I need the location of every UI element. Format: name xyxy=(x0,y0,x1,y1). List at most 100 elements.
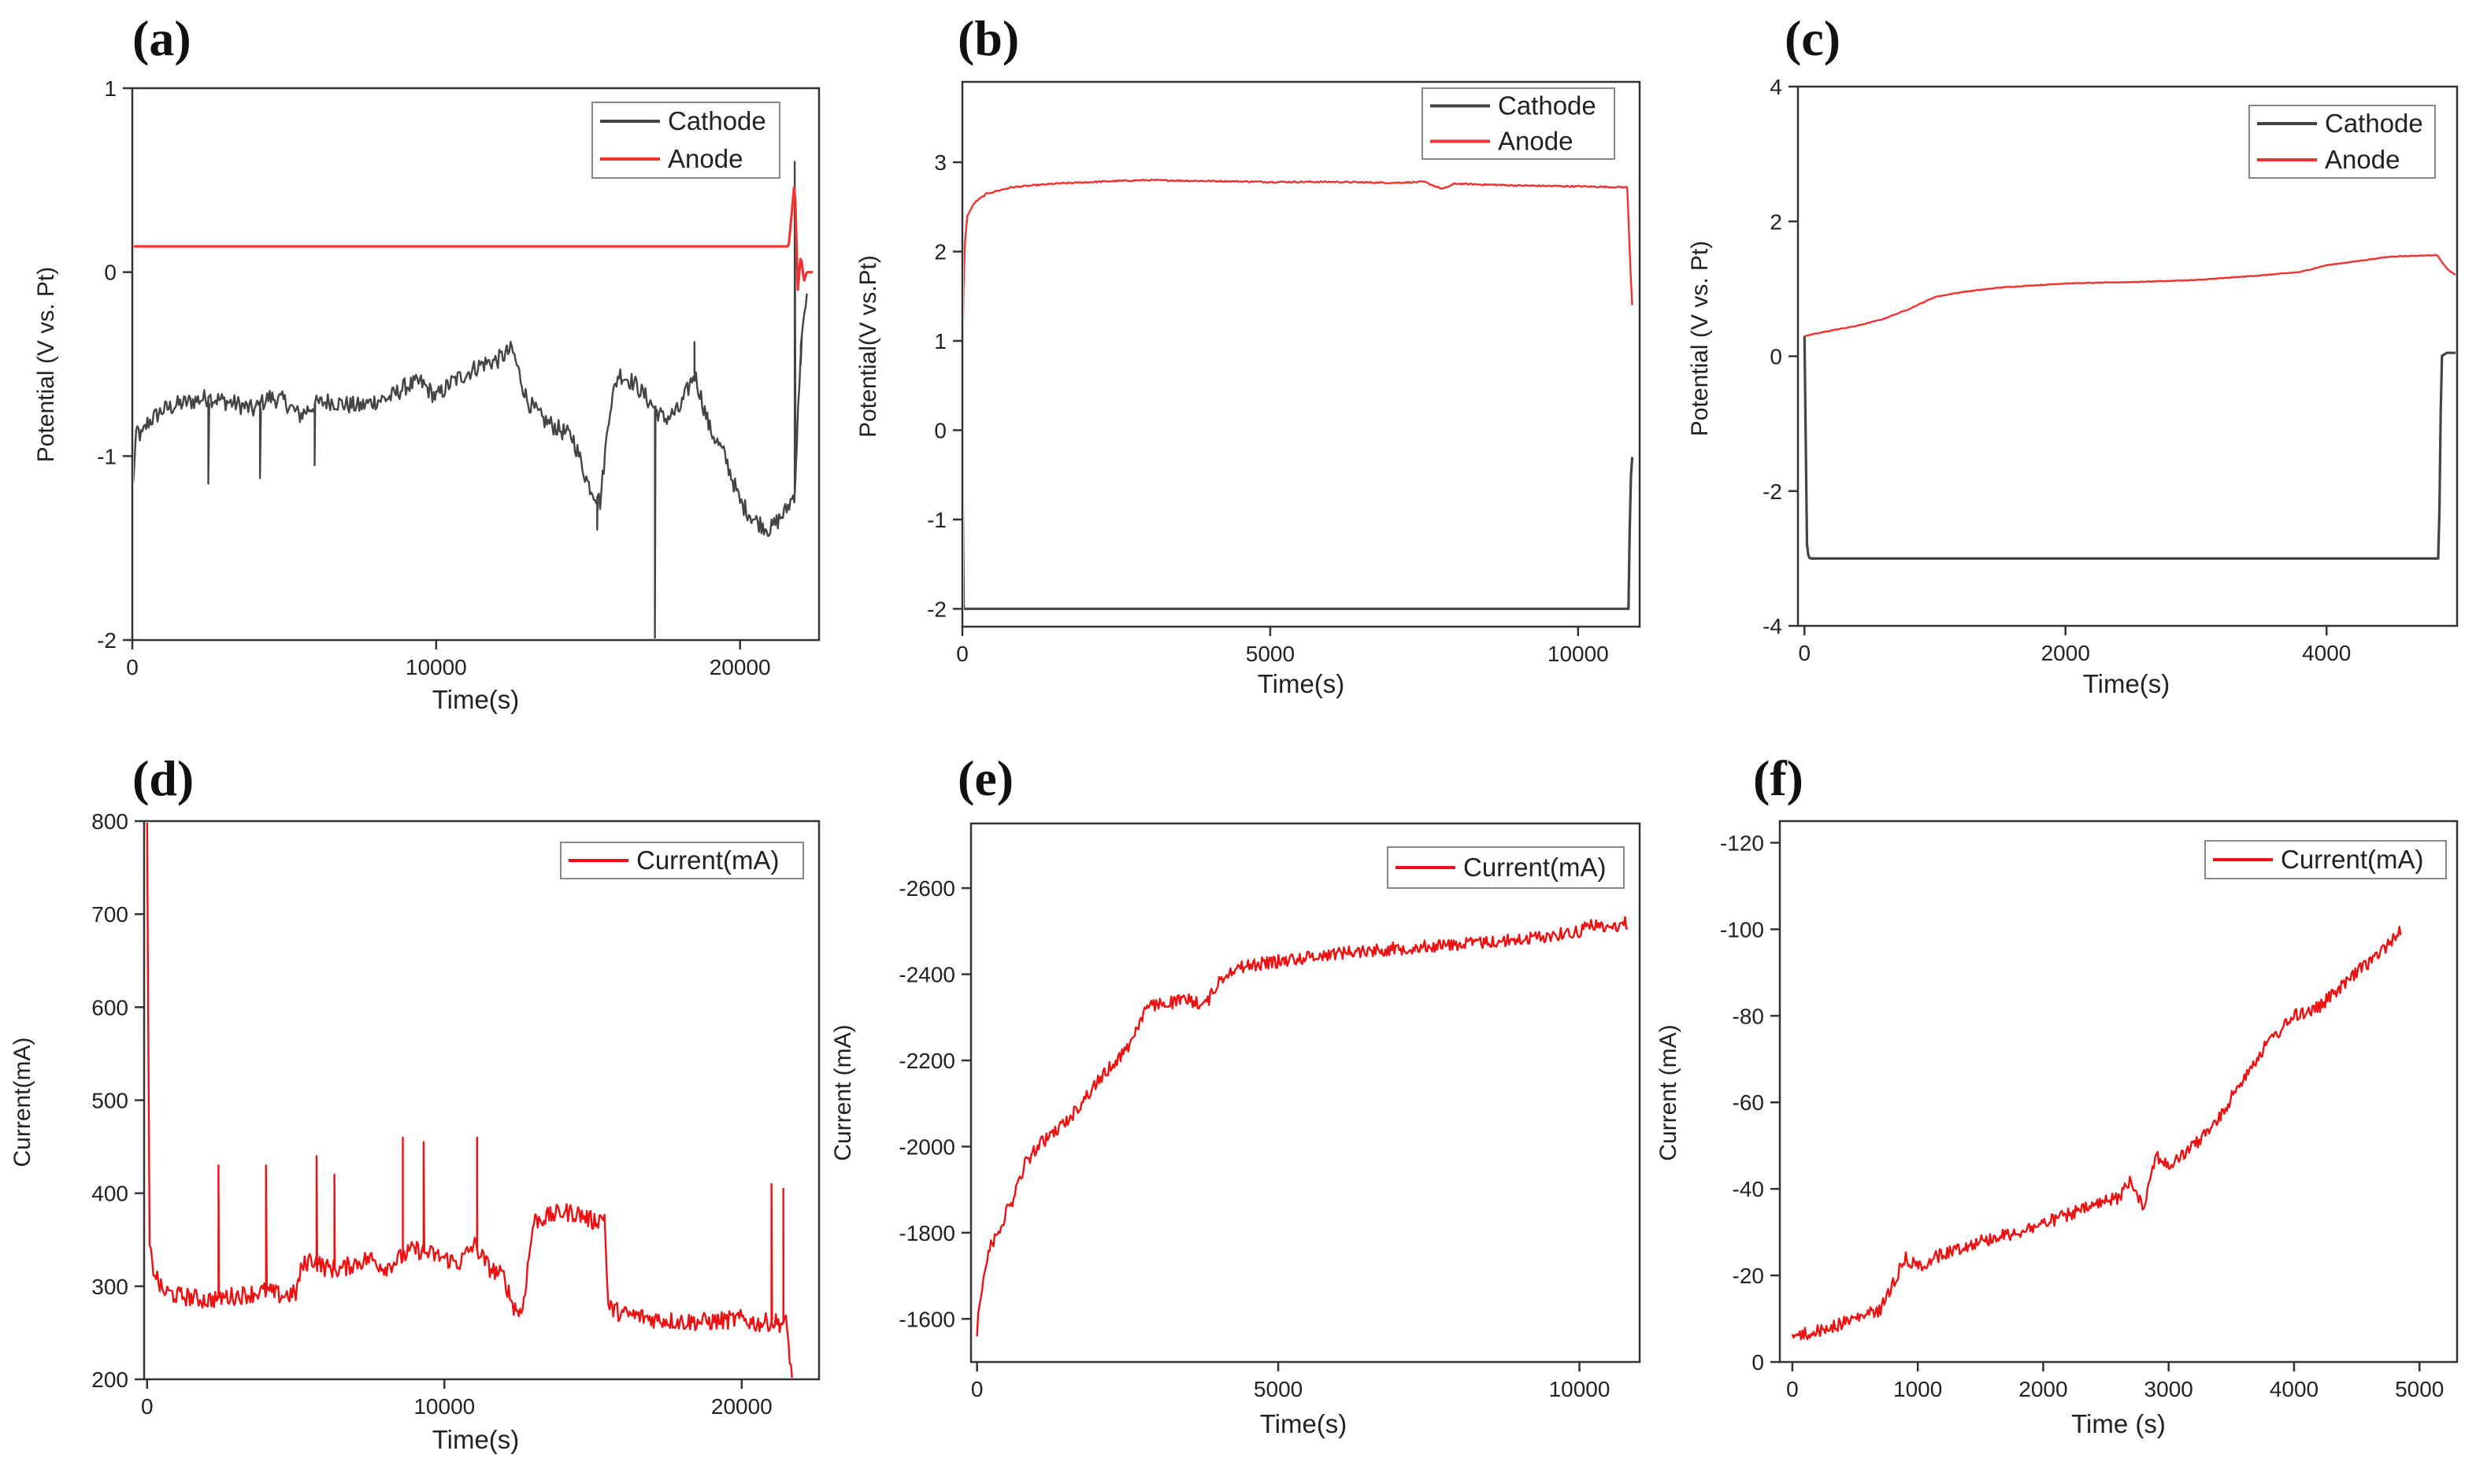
y-tick-label: -20 xyxy=(1733,1264,1764,1288)
panel-b: 0 5000 10000 -2 -1 0 1 2 3 Cathode Anode Time(s) Pot… xyxy=(855,10,1641,698)
y-tick-label: 0 xyxy=(1751,1350,1764,1375)
plot-frame xyxy=(131,87,821,642)
y-tick-label: 200 xyxy=(91,1367,128,1392)
legend-label: Current(mA) xyxy=(2281,845,2424,874)
y-tick-label: -4 xyxy=(1762,614,1782,638)
x-tick-label: 4000 xyxy=(2270,1377,2318,1401)
y-tick-label: -2400 xyxy=(899,963,955,987)
x-tick-label: 10000 xyxy=(406,655,467,679)
y-tick-label: 2 xyxy=(934,240,947,265)
plot-frame xyxy=(1778,820,2459,1364)
panel-f: 0 1000 2000 3000 4000 5000 0 -20 -40 -60 -80 -100 -1… xyxy=(1655,750,2459,1438)
panel-e: 0 5000 10000 -1600 -1800 -2000 -2200 -2400 -2600… xyxy=(830,750,1641,1438)
x-tick-label: 4000 xyxy=(2302,641,2351,665)
y-tick-label: 0 xyxy=(104,261,117,285)
y-tick-label: 0 xyxy=(1770,345,1782,369)
y-tick-label: -120 xyxy=(1720,831,1764,855)
x-tick-label: 20000 xyxy=(710,655,771,679)
series-line-anode xyxy=(1804,254,2456,338)
series-line-anode xyxy=(134,186,814,291)
series-line-cathode xyxy=(964,457,1634,610)
y-axis-title: Current(mA) xyxy=(9,1037,35,1167)
y-tick-label: 3 xyxy=(934,150,947,175)
x-axis-title: Time (s) xyxy=(2071,1409,2166,1438)
y-tick-label: -1600 xyxy=(899,1307,955,1331)
x-tick-label: 5000 xyxy=(1246,642,1295,666)
x-tick-label: 10000 xyxy=(1548,642,1609,666)
legend-label: Current(mA) xyxy=(1463,853,1607,882)
x-tick-label: 3000 xyxy=(2144,1377,2193,1401)
x-tick-label: 0 xyxy=(126,655,139,679)
y-tick-label: -80 xyxy=(1733,1004,1764,1028)
y-axis-title: Potential (V vs. Pt) xyxy=(1687,241,1713,436)
y-tick-label: 400 xyxy=(91,1182,128,1206)
legend-label: Anode xyxy=(668,144,743,173)
y-tick-label: -2000 xyxy=(899,1134,955,1159)
panel-c: 0 2000 4000 -4 -2 0 2 4 Cathode Anode Time(s) Poten… xyxy=(1687,10,2459,698)
panel-d: 0 10000 20000 200 300 400 500 600 700 800 Current(… xyxy=(9,750,821,1454)
panel-label: (d) xyxy=(132,750,194,806)
legend-box xyxy=(2248,105,2436,179)
series-line-anode xyxy=(964,178,1633,328)
y-tick-label: -2 xyxy=(97,628,117,653)
y-tick-label: -1800 xyxy=(899,1221,955,1245)
series-line-currentma xyxy=(1791,925,2402,1341)
panel-label: (c) xyxy=(1785,10,1840,66)
panel-label: (f) xyxy=(1753,750,1803,806)
y-axis-title: Potential(V vs.Pt) xyxy=(855,255,881,438)
x-tick-label: 10000 xyxy=(413,1394,475,1419)
series-line-currentma xyxy=(146,823,793,1378)
y-tick-label: 1 xyxy=(104,76,117,101)
x-axis-title: Time(s) xyxy=(432,685,520,714)
x-axis-title: Time(s) xyxy=(1260,1409,1347,1438)
y-tick-label: -100 xyxy=(1720,917,1764,942)
series-line-currentma xyxy=(976,916,1629,1337)
y-tick-label: -2600 xyxy=(899,876,955,901)
y-tick-label: 700 xyxy=(91,902,128,927)
panel-label: (a) xyxy=(132,10,191,66)
y-tick-label: 300 xyxy=(91,1275,128,1299)
legend-label: Anode xyxy=(1498,127,1573,156)
y-tick-label: -40 xyxy=(1733,1177,1764,1201)
y-axis-title: Potential (V vs. Pt) xyxy=(33,267,59,462)
legend-label: Cathode xyxy=(1498,91,1596,120)
x-tick-label: 5000 xyxy=(2395,1377,2444,1401)
x-tick-label: 2000 xyxy=(2018,1377,2067,1401)
x-tick-label: 2000 xyxy=(2041,641,2090,665)
x-axis-title: Time(s) xyxy=(1258,669,1345,698)
x-tick-label: 0 xyxy=(1786,1377,1799,1401)
plot-frame xyxy=(961,80,1641,628)
legend-box xyxy=(1421,87,1615,160)
panel-label: (e) xyxy=(958,750,1014,806)
y-tick-label: 500 xyxy=(91,1089,128,1113)
y-tick-label: 4 xyxy=(1770,75,1782,99)
legend-label: Anode xyxy=(2325,145,2400,174)
y-tick-label: 0 xyxy=(934,418,947,442)
plot-frame xyxy=(969,822,1641,1364)
x-tick-label: 0 xyxy=(1798,641,1811,665)
y-tick-label: -1 xyxy=(97,444,117,468)
y-tick-label: 1 xyxy=(934,329,947,353)
y-tick-label: -2 xyxy=(1762,479,1782,504)
legend-label: Cathode xyxy=(668,106,766,135)
x-tick-label: 1000 xyxy=(1893,1377,1942,1401)
panel-label: (b) xyxy=(958,10,1019,66)
y-tick-label: 800 xyxy=(91,809,128,834)
x-tick-label: 10000 xyxy=(1549,1377,1611,1401)
legend-label: Cathode xyxy=(2325,109,2423,138)
y-tick-label: 600 xyxy=(91,995,128,1020)
x-axis-title: Time(s) xyxy=(432,1425,520,1454)
series-line-cathode xyxy=(1803,335,2456,560)
x-tick-label: 0 xyxy=(956,642,969,666)
x-axis-title: Time(s) xyxy=(2083,669,2170,698)
y-tick-label: -60 xyxy=(1733,1090,1764,1115)
x-tick-label: 0 xyxy=(971,1377,984,1401)
x-tick-label: 5000 xyxy=(1254,1377,1303,1401)
x-tick-label: 0 xyxy=(141,1394,154,1419)
y-tick-label: -1 xyxy=(927,508,947,532)
y-tick-label: 2 xyxy=(1770,209,1782,234)
series-line-cathode xyxy=(134,161,808,638)
legend-label: Current(mA) xyxy=(636,846,780,875)
y-tick-label: -2200 xyxy=(899,1049,955,1073)
